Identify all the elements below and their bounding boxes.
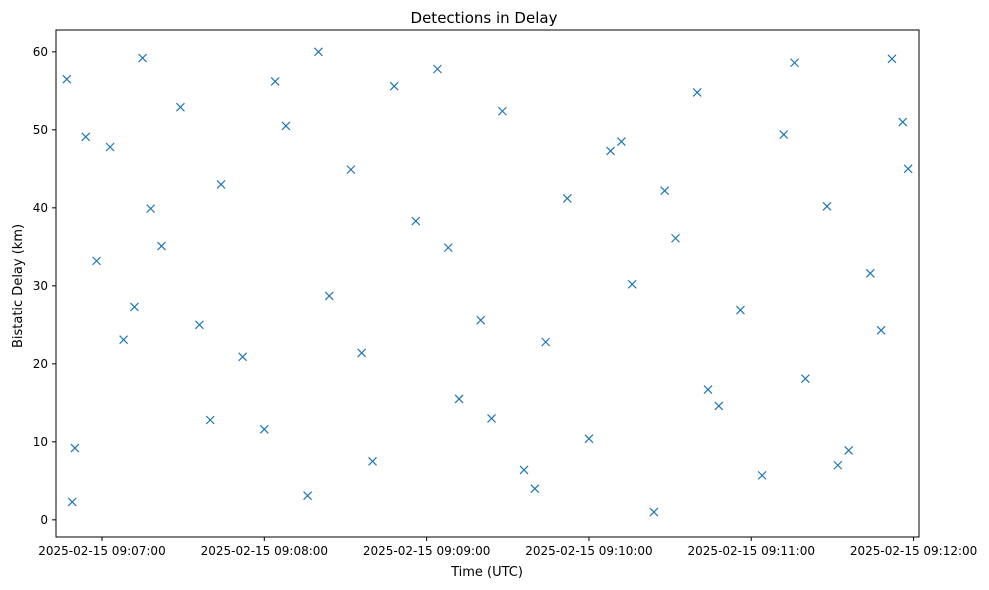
plot-frame [55,29,920,538]
data-point [368,456,377,466]
data-point [876,325,886,335]
x-tick-label: 2025-02-15 09:11:00 [688,544,815,558]
y-tick-label: 20 [33,357,48,371]
x-tick: 2025-02-15 09:12:00 [850,537,977,558]
x-tick-label: 2025-02-15 09:09:00 [363,544,490,558]
x-tick: 2025-02-15 09:10:00 [525,537,653,558]
y-tick: 0 [40,513,56,527]
data-point [205,415,215,425]
y-tick-label: 10 [33,435,48,449]
data-point [176,102,185,112]
x-tick: 2025-02-15 09:09:00 [363,537,490,558]
data-point [865,268,875,278]
data-point [844,445,854,455]
data-point [887,54,897,64]
x-tick: 2025-02-15 09:08:00 [201,537,328,558]
data-point [433,64,442,74]
data-point [616,137,626,146]
data-point [194,320,204,330]
data-point [822,201,832,211]
y-tick-label: 0 [40,513,48,527]
data-point [476,315,486,325]
x-tick-label: 2025-02-15 09:10:00 [525,544,652,558]
data-point [92,256,102,266]
y-tick: 60 [33,45,56,59]
x-axis-label: Time (UTC) [450,565,523,580]
data-point [903,164,913,174]
data-point [259,424,269,434]
data-point [714,401,724,411]
data-point [692,87,702,97]
data-point [671,233,680,243]
data-point [357,348,367,358]
data-point [757,470,767,480]
x-tick: 2025-02-15 09:11:00 [688,537,815,558]
data-point [119,335,129,345]
data-point [62,74,72,84]
x-tick-label: 2025-02-15 09:08:00 [201,544,328,558]
plot-area [62,47,913,517]
chart-title: Detections in Delay [411,9,558,27]
data-point [411,216,421,226]
data-point [660,186,670,196]
data-point [584,434,594,444]
data-point [541,337,551,347]
y-tick-label: 60 [33,45,48,59]
data-point [70,443,80,453]
data-point [324,291,334,301]
data-point [238,352,248,362]
data-point [81,132,91,142]
data-point [130,302,139,312]
data-point [898,117,908,127]
y-tick: 20 [33,357,56,371]
data-point [562,194,572,203]
y-tick: 30 [33,279,56,293]
data-point [790,58,799,68]
data-point [138,53,147,63]
data-point [627,279,637,289]
data-point [313,47,323,57]
data-point [443,243,453,253]
data-point [736,305,745,315]
data-point [530,484,540,494]
data-point [703,385,713,395]
data-point [389,81,399,91]
x-tick: 2025-02-15 09:07:00 [38,537,166,558]
y-tick-label: 50 [33,123,48,137]
data-point [303,491,313,501]
data-point [800,374,810,384]
data-point [649,507,659,517]
data-point [779,130,789,139]
y-tick: 50 [33,123,56,137]
data-point [281,121,291,131]
data-point [67,497,77,507]
y-tick-label: 30 [33,279,48,293]
x-axis-ticks: 2025-02-15 09:07:00 2025-02-15 09:08:00 20… [38,537,977,558]
data-point [105,142,115,152]
y-axis-ticks: 0 10 20 30 40 50 60 [33,45,56,527]
data-point [146,204,156,214]
data-point [216,180,226,189]
y-tick: 40 [33,201,56,215]
data-point [157,241,166,251]
data-point [270,77,280,86]
y-tick-label: 40 [33,201,48,215]
y-tick: 10 [33,435,56,449]
y-axis-label: Bistatic Delay (km) [11,224,26,348]
data-point [606,146,616,156]
x-tick-label: 2025-02-15 09:12:00 [850,544,977,558]
data-point [497,106,507,116]
data-point [833,460,843,470]
data-point [519,465,529,475]
data-point [346,165,356,175]
data-point [454,394,464,404]
x-tick-label: 2025-02-15 09:07:00 [38,544,165,558]
data-point [487,414,496,423]
